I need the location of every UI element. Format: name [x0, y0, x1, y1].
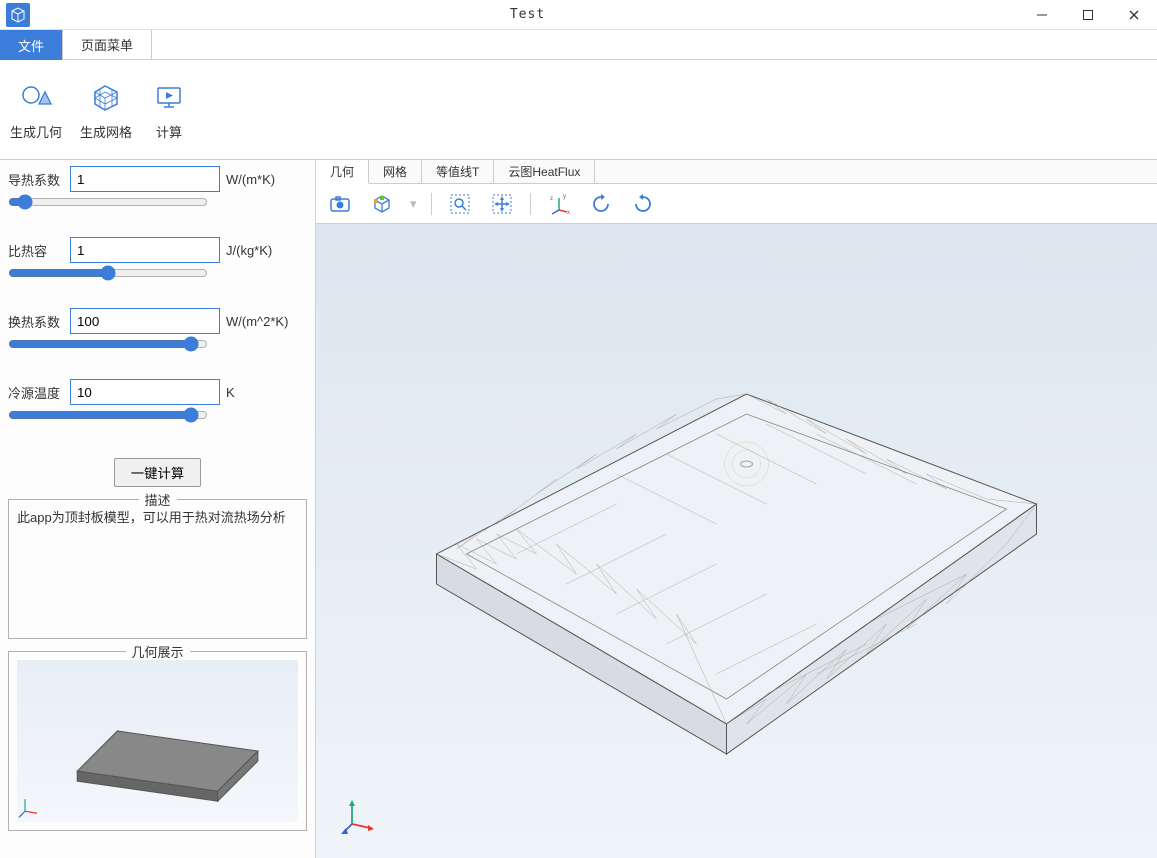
- cold-source-temp-slider[interactable]: [8, 407, 208, 423]
- viewport-3d[interactable]: [316, 224, 1157, 858]
- view-tab-geometry[interactable]: 几何: [316, 160, 369, 184]
- svg-text:z: z: [550, 196, 553, 202]
- viewport-panel: 几何 网格 等值线T 云图HeatFlux ▾ zyx: [316, 160, 1157, 858]
- ribbon-toolbar: 生成几何 生成网格 计算: [0, 60, 1157, 160]
- ribbon-compute-button[interactable]: 计算: [150, 78, 188, 141]
- view-tab-cloud[interactable]: 云图HeatFlux: [494, 160, 595, 183]
- view-cube-button[interactable]: [368, 190, 396, 218]
- mesh-icon: [87, 78, 125, 116]
- view-tab-isoline[interactable]: 等值线T: [422, 160, 494, 183]
- cold-source-temp-input[interactable]: [70, 379, 220, 405]
- ribbon-gen-geometry-label: 生成几何: [10, 122, 62, 141]
- geometry-preview-canvas[interactable]: [17, 660, 298, 822]
- thermal-conductivity-label: 导热系数: [8, 170, 64, 189]
- specific-heat-label: 比热容: [8, 241, 64, 260]
- specific-heat-unit: J/(kg*K): [226, 243, 307, 258]
- tab-spacer: [152, 30, 1157, 60]
- tab-file[interactable]: 文件: [0, 30, 63, 60]
- parameter-panel: 导热系数 W/(m*K) 比热容 J/(kg*K) 换热系数 W/(m^2*K): [0, 160, 316, 858]
- close-button[interactable]: [1111, 0, 1157, 30]
- title-bar: Test: [0, 0, 1157, 30]
- specific-heat-slider[interactable]: [8, 265, 208, 281]
- specific-heat-input[interactable]: [70, 237, 220, 263]
- description-box: 描述 此app为顶封板模型，可以用于热对流热场分析: [8, 499, 307, 639]
- heat-transfer-coef-label: 换热系数: [8, 312, 64, 331]
- snapshot-button[interactable]: [326, 190, 354, 218]
- ribbon-gen-geometry-button[interactable]: 生成几何: [10, 78, 62, 141]
- minimize-button[interactable]: [1019, 0, 1065, 30]
- app-icon: [6, 3, 30, 27]
- rotate-ccw-button[interactable]: [587, 190, 615, 218]
- ribbon-gen-mesh-label: 生成网格: [80, 122, 132, 141]
- heat-transfer-coef-input[interactable]: [70, 308, 220, 334]
- maximize-button[interactable]: [1065, 0, 1111, 30]
- thermal-conductivity-input[interactable]: [70, 166, 220, 192]
- heat-transfer-coef-unit: W/(m^2*K): [226, 314, 307, 329]
- pan-button[interactable]: [488, 190, 516, 218]
- ribbon-gen-mesh-button[interactable]: 生成网格: [80, 78, 132, 141]
- compute-icon: [150, 78, 188, 116]
- cold-source-temp-unit: K: [226, 385, 307, 400]
- window-title: Test: [36, 7, 1019, 22]
- geometry-preview-legend: 几何展示: [125, 642, 189, 661]
- axis-gizmo-icon: [340, 794, 380, 834]
- svg-text:x: x: [567, 210, 570, 216]
- description-legend: 描述: [138, 490, 176, 509]
- axis-orientation-button[interactable]: z y x: [545, 190, 573, 218]
- view-tab-strip: 几何 网格 等值线T 云图HeatFlux: [316, 160, 1157, 184]
- rotate-cw-button[interactable]: [629, 190, 657, 218]
- mesh-plate-render: [316, 224, 1157, 858]
- cold-source-temp-label: 冷源温度: [8, 383, 64, 402]
- svg-text:y: y: [563, 194, 566, 200]
- one-click-compute-button[interactable]: 一键计算: [114, 458, 201, 487]
- thermal-conductivity-unit: W/(m*K): [226, 172, 307, 187]
- view-tab-mesh[interactable]: 网格: [369, 160, 422, 183]
- thermal-conductivity-slider[interactable]: [8, 194, 208, 210]
- viewport-toolbar: ▾ zyx: [316, 184, 1157, 224]
- menu-tab-strip: 文件 页面菜单: [0, 30, 1157, 60]
- geometry-icon: [17, 78, 55, 116]
- geometry-preview-box: 几何展示: [8, 651, 307, 831]
- zoom-window-button[interactable]: [446, 190, 474, 218]
- heat-transfer-coef-slider[interactable]: [8, 336, 208, 352]
- description-text: 此app为顶封板模型，可以用于热对流热场分析: [17, 508, 298, 528]
- ribbon-compute-label: 计算: [156, 122, 182, 141]
- tab-page-menu[interactable]: 页面菜单: [63, 30, 152, 60]
